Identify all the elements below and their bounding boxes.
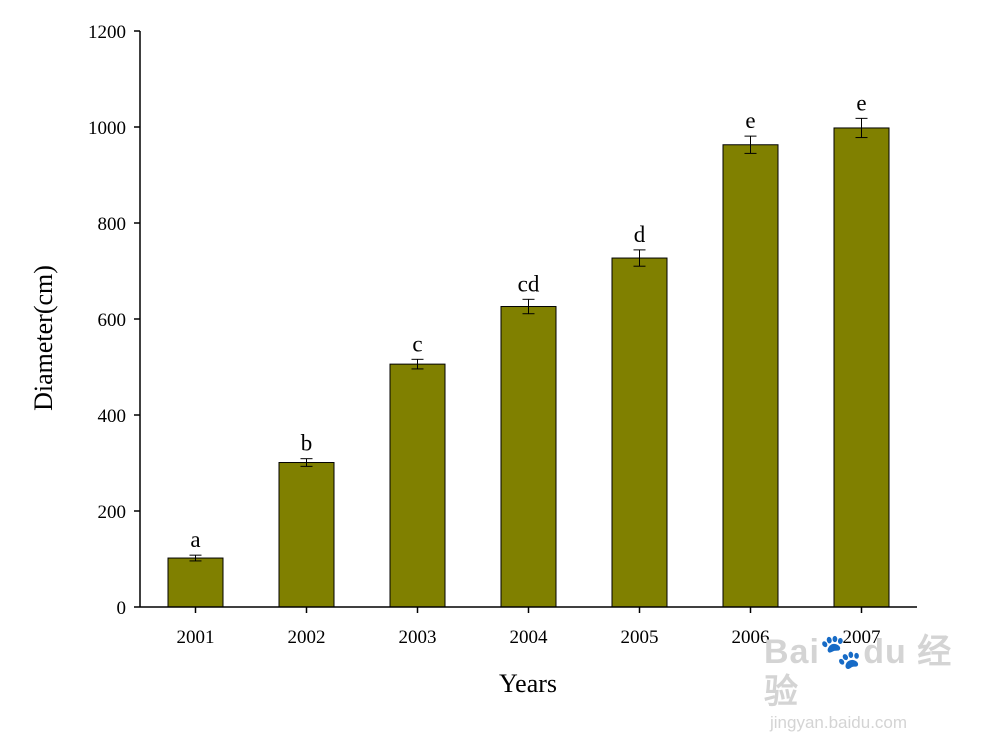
significance-label-2002: b <box>301 431 313 456</box>
baidu-jingyan-watermark: Bai🐾du 经验 jingyan.baidu.com <box>764 632 964 732</box>
y-axis-title: Diameter(cm) <box>29 265 58 411</box>
x-tick-label-2006: 2006 <box>732 627 770 648</box>
bar-2001 <box>167 557 224 608</box>
y-tick-label-0: 0 <box>117 598 127 619</box>
y-tick-label-600: 600 <box>98 310 127 331</box>
bar-2006 <box>722 144 779 608</box>
y-ticks-layer: 0 200 400 600 800 1000 1200 <box>88 22 140 619</box>
significance-labels-layer: a b c cd d e e <box>190 90 866 552</box>
bar-2004 <box>500 306 557 608</box>
significance-label-2004: cd <box>518 271 540 296</box>
x-tick-label-2007: 2007 <box>843 627 881 648</box>
watermark-logo: Bai🐾du 经验 <box>764 633 953 711</box>
y-tick-label-1200: 1200 <box>88 22 126 43</box>
y-tick-label-200: 200 <box>98 502 127 523</box>
y-tick-label-800: 800 <box>98 214 127 235</box>
x-tick-label-2001: 2001 <box>177 627 215 648</box>
bar-2002 <box>278 462 335 608</box>
y-tick-label-400: 400 <box>98 406 127 427</box>
significance-label-2005: d <box>634 222 646 247</box>
x-axis-title: Years <box>499 669 557 698</box>
bar-2003 <box>389 363 446 608</box>
x-tick-label-2004: 2004 <box>510 627 549 648</box>
y-tick-label-1000: 1000 <box>88 118 126 139</box>
significance-label-2007: e <box>856 90 866 115</box>
x-tick-label-2003: 2003 <box>399 627 437 648</box>
watermark-url: jingyan.baidu.com <box>770 713 908 732</box>
significance-label-2006: e <box>745 108 755 133</box>
x-ticks-layer: 2001 2002 2003 2004 2005 2006 2007 <box>177 607 881 648</box>
bar-2005 <box>611 257 668 608</box>
significance-label-2003: c <box>412 331 422 356</box>
bar-2007 <box>833 127 890 608</box>
x-tick-label-2002: 2002 <box>288 627 326 648</box>
x-tick-label-2005: 2005 <box>621 627 659 648</box>
error-bars-layer <box>189 117 868 562</box>
significance-label-2001: a <box>190 527 200 552</box>
bars-layer <box>167 127 890 608</box>
